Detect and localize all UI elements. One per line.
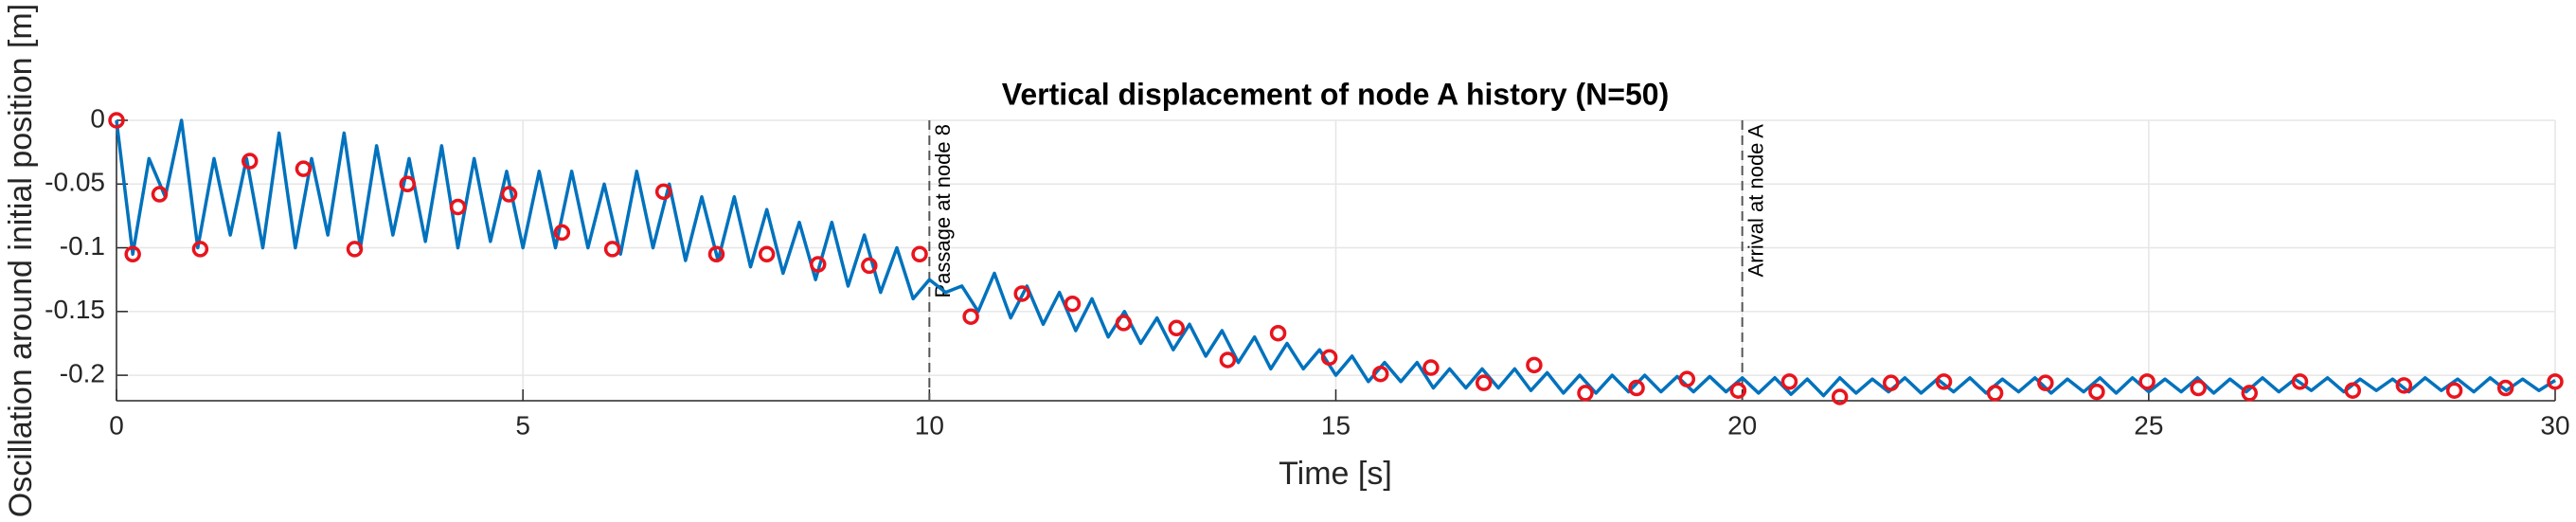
data-marker: [1168, 319, 1186, 337]
data-marker: [1013, 285, 1030, 302]
data-marker: [124, 245, 141, 263]
x-axis-label: Time [s]: [1279, 456, 1392, 492]
data-marker: [2496, 379, 2514, 397]
data-marker: [500, 186, 518, 203]
y-tick-label: 0: [90, 103, 105, 133]
data-marker: [911, 245, 928, 263]
data-marker: [2037, 374, 2054, 391]
data-marker: [962, 308, 979, 325]
data-marker: [1219, 351, 1237, 369]
data-marker: [603, 241, 621, 258]
data-marker: [108, 112, 125, 129]
data-marker: [2138, 373, 2156, 390]
data-marker: [1269, 324, 1287, 342]
data-marker: [191, 241, 209, 258]
y-tick-label: -0.15: [45, 295, 105, 324]
data-marker: [758, 245, 776, 263]
data-marker: [2547, 373, 2564, 390]
data-marker: [1320, 349, 1338, 367]
data-marker: [2445, 382, 2463, 399]
x-tick-label: 25: [2134, 410, 2163, 440]
y-axis-label: Oscillation around initial position [m]: [3, 4, 39, 517]
data-marker: [1064, 295, 1082, 313]
x-tick-label: 10: [915, 410, 944, 440]
data-marker: [2088, 383, 2105, 401]
y-tick-label: -0.1: [60, 231, 105, 261]
data-marker: [1628, 379, 1645, 397]
data-marker: [2190, 379, 2207, 397]
data-marker: [1935, 373, 1953, 390]
data-marker: [1729, 382, 1747, 399]
data-marker: [151, 186, 169, 203]
data-marker: [809, 256, 827, 273]
data-marker: [2241, 385, 2259, 402]
data-marker: [346, 241, 364, 258]
x-tick-label: 5: [515, 410, 530, 440]
x-tick-label: 30: [2540, 410, 2569, 440]
data-marker: [295, 160, 313, 177]
data-marker: [1371, 365, 1389, 383]
data-marker: [2395, 377, 2413, 394]
data-marker: [654, 183, 672, 201]
data-marker: [1986, 385, 2004, 402]
y-tick-label: -0.2: [60, 358, 105, 387]
data-marker: [1780, 373, 1798, 390]
data-marker: [1475, 374, 1493, 391]
data-line: [115, 118, 2556, 398]
x-tick-label: 0: [109, 410, 124, 440]
data-marker: [1882, 374, 1900, 391]
data-marker: [1422, 359, 1440, 376]
annotation-text: Arrival at node A: [1744, 124, 1767, 278]
data-marker: [1831, 388, 1849, 405]
annotation-text: Passage at node 8: [931, 124, 955, 297]
data-marker: [553, 224, 571, 242]
data-marker: [861, 257, 878, 275]
data-marker: [707, 245, 725, 263]
chart-title: Vertical displacement of node A history …: [1002, 77, 1669, 111]
data-marker: [399, 175, 417, 193]
data-marker: [242, 153, 259, 170]
data-marker: [1115, 315, 1133, 332]
data-marker: [1577, 385, 1594, 402]
y-tick-label: -0.05: [45, 168, 105, 197]
data-marker: [449, 198, 467, 216]
data-marker: [1678, 370, 1696, 387]
x-tick-label: 15: [1321, 410, 1351, 440]
data-marker: [1526, 356, 1543, 374]
data-marker: [2344, 382, 2362, 399]
x-tick-label: 20: [1727, 410, 1757, 440]
data-marker: [2291, 373, 2309, 390]
